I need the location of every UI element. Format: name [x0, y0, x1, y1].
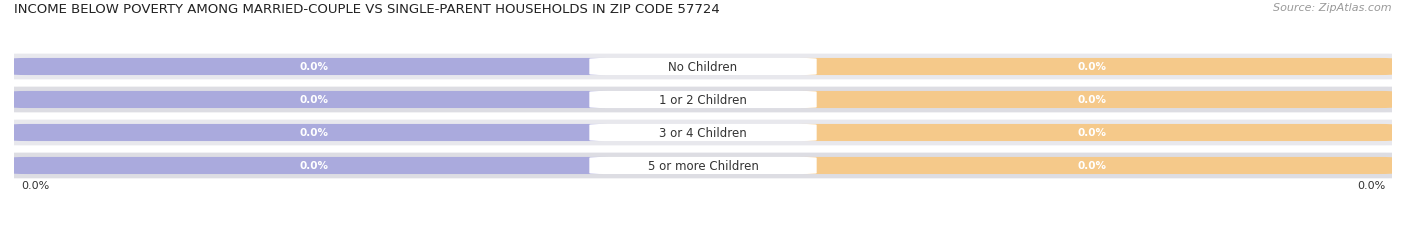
Text: 0.0%: 0.0%: [299, 161, 328, 171]
Text: No Children: No Children: [668, 61, 738, 74]
FancyBboxPatch shape: [589, 157, 817, 174]
Text: INCOME BELOW POVERTY AMONG MARRIED-COUPLE VS SINGLE-PARENT HOUSEHOLDS IN ZIP COD: INCOME BELOW POVERTY AMONG MARRIED-COUPL…: [14, 3, 720, 16]
Text: 1 or 2 Children: 1 or 2 Children: [659, 94, 747, 106]
FancyBboxPatch shape: [789, 157, 1395, 174]
Text: 0.0%: 0.0%: [1078, 161, 1107, 171]
FancyBboxPatch shape: [11, 157, 617, 174]
Text: 0.0%: 0.0%: [1357, 180, 1385, 190]
Text: 0.0%: 0.0%: [1078, 62, 1107, 72]
FancyBboxPatch shape: [0, 87, 1406, 113]
Text: 0.0%: 0.0%: [299, 128, 328, 138]
FancyBboxPatch shape: [789, 59, 1395, 76]
Text: 0.0%: 0.0%: [21, 180, 49, 190]
Text: 0.0%: 0.0%: [1078, 128, 1107, 138]
FancyBboxPatch shape: [11, 91, 617, 109]
FancyBboxPatch shape: [0, 153, 1406, 179]
FancyBboxPatch shape: [0, 54, 1406, 80]
FancyBboxPatch shape: [789, 91, 1395, 109]
FancyBboxPatch shape: [11, 59, 617, 76]
Text: 0.0%: 0.0%: [299, 62, 328, 72]
FancyBboxPatch shape: [589, 91, 817, 109]
FancyBboxPatch shape: [11, 125, 617, 141]
FancyBboxPatch shape: [789, 125, 1395, 141]
Text: 3 or 4 Children: 3 or 4 Children: [659, 126, 747, 139]
FancyBboxPatch shape: [589, 59, 817, 76]
FancyBboxPatch shape: [589, 125, 817, 141]
Text: 5 or more Children: 5 or more Children: [648, 159, 758, 172]
Text: 0.0%: 0.0%: [1078, 95, 1107, 105]
Text: 0.0%: 0.0%: [299, 95, 328, 105]
FancyBboxPatch shape: [0, 120, 1406, 146]
Text: Source: ZipAtlas.com: Source: ZipAtlas.com: [1274, 3, 1392, 13]
